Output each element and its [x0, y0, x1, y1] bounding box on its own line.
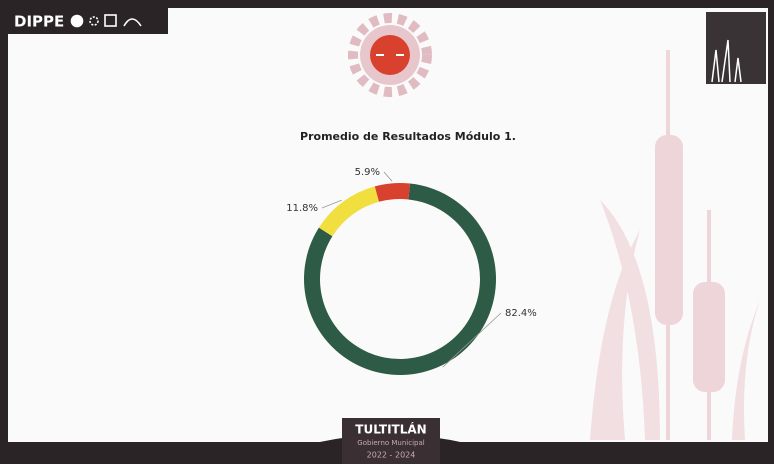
donut-slice — [375, 183, 410, 202]
data-label: 11.8% — [286, 203, 318, 214]
footer-years: 2022 - 2024 — [367, 451, 416, 460]
brand: DIPPE — [14, 13, 64, 31]
footer-title: TULTITLÁN — [355, 422, 426, 437]
logo-gear — [353, 18, 427, 92]
screen: DIPPE Promedio de Resultados Módulo 1. 8… — [0, 0, 774, 464]
chart-title: Promedio de Resultados Módulo 1. — [300, 130, 516, 143]
footer-subtitle: Gobierno Municipal — [357, 439, 424, 447]
info-icon[interactable] — [72, 16, 83, 27]
data-label: 82.4% — [505, 308, 537, 319]
data-label: 5.9% — [355, 167, 380, 178]
